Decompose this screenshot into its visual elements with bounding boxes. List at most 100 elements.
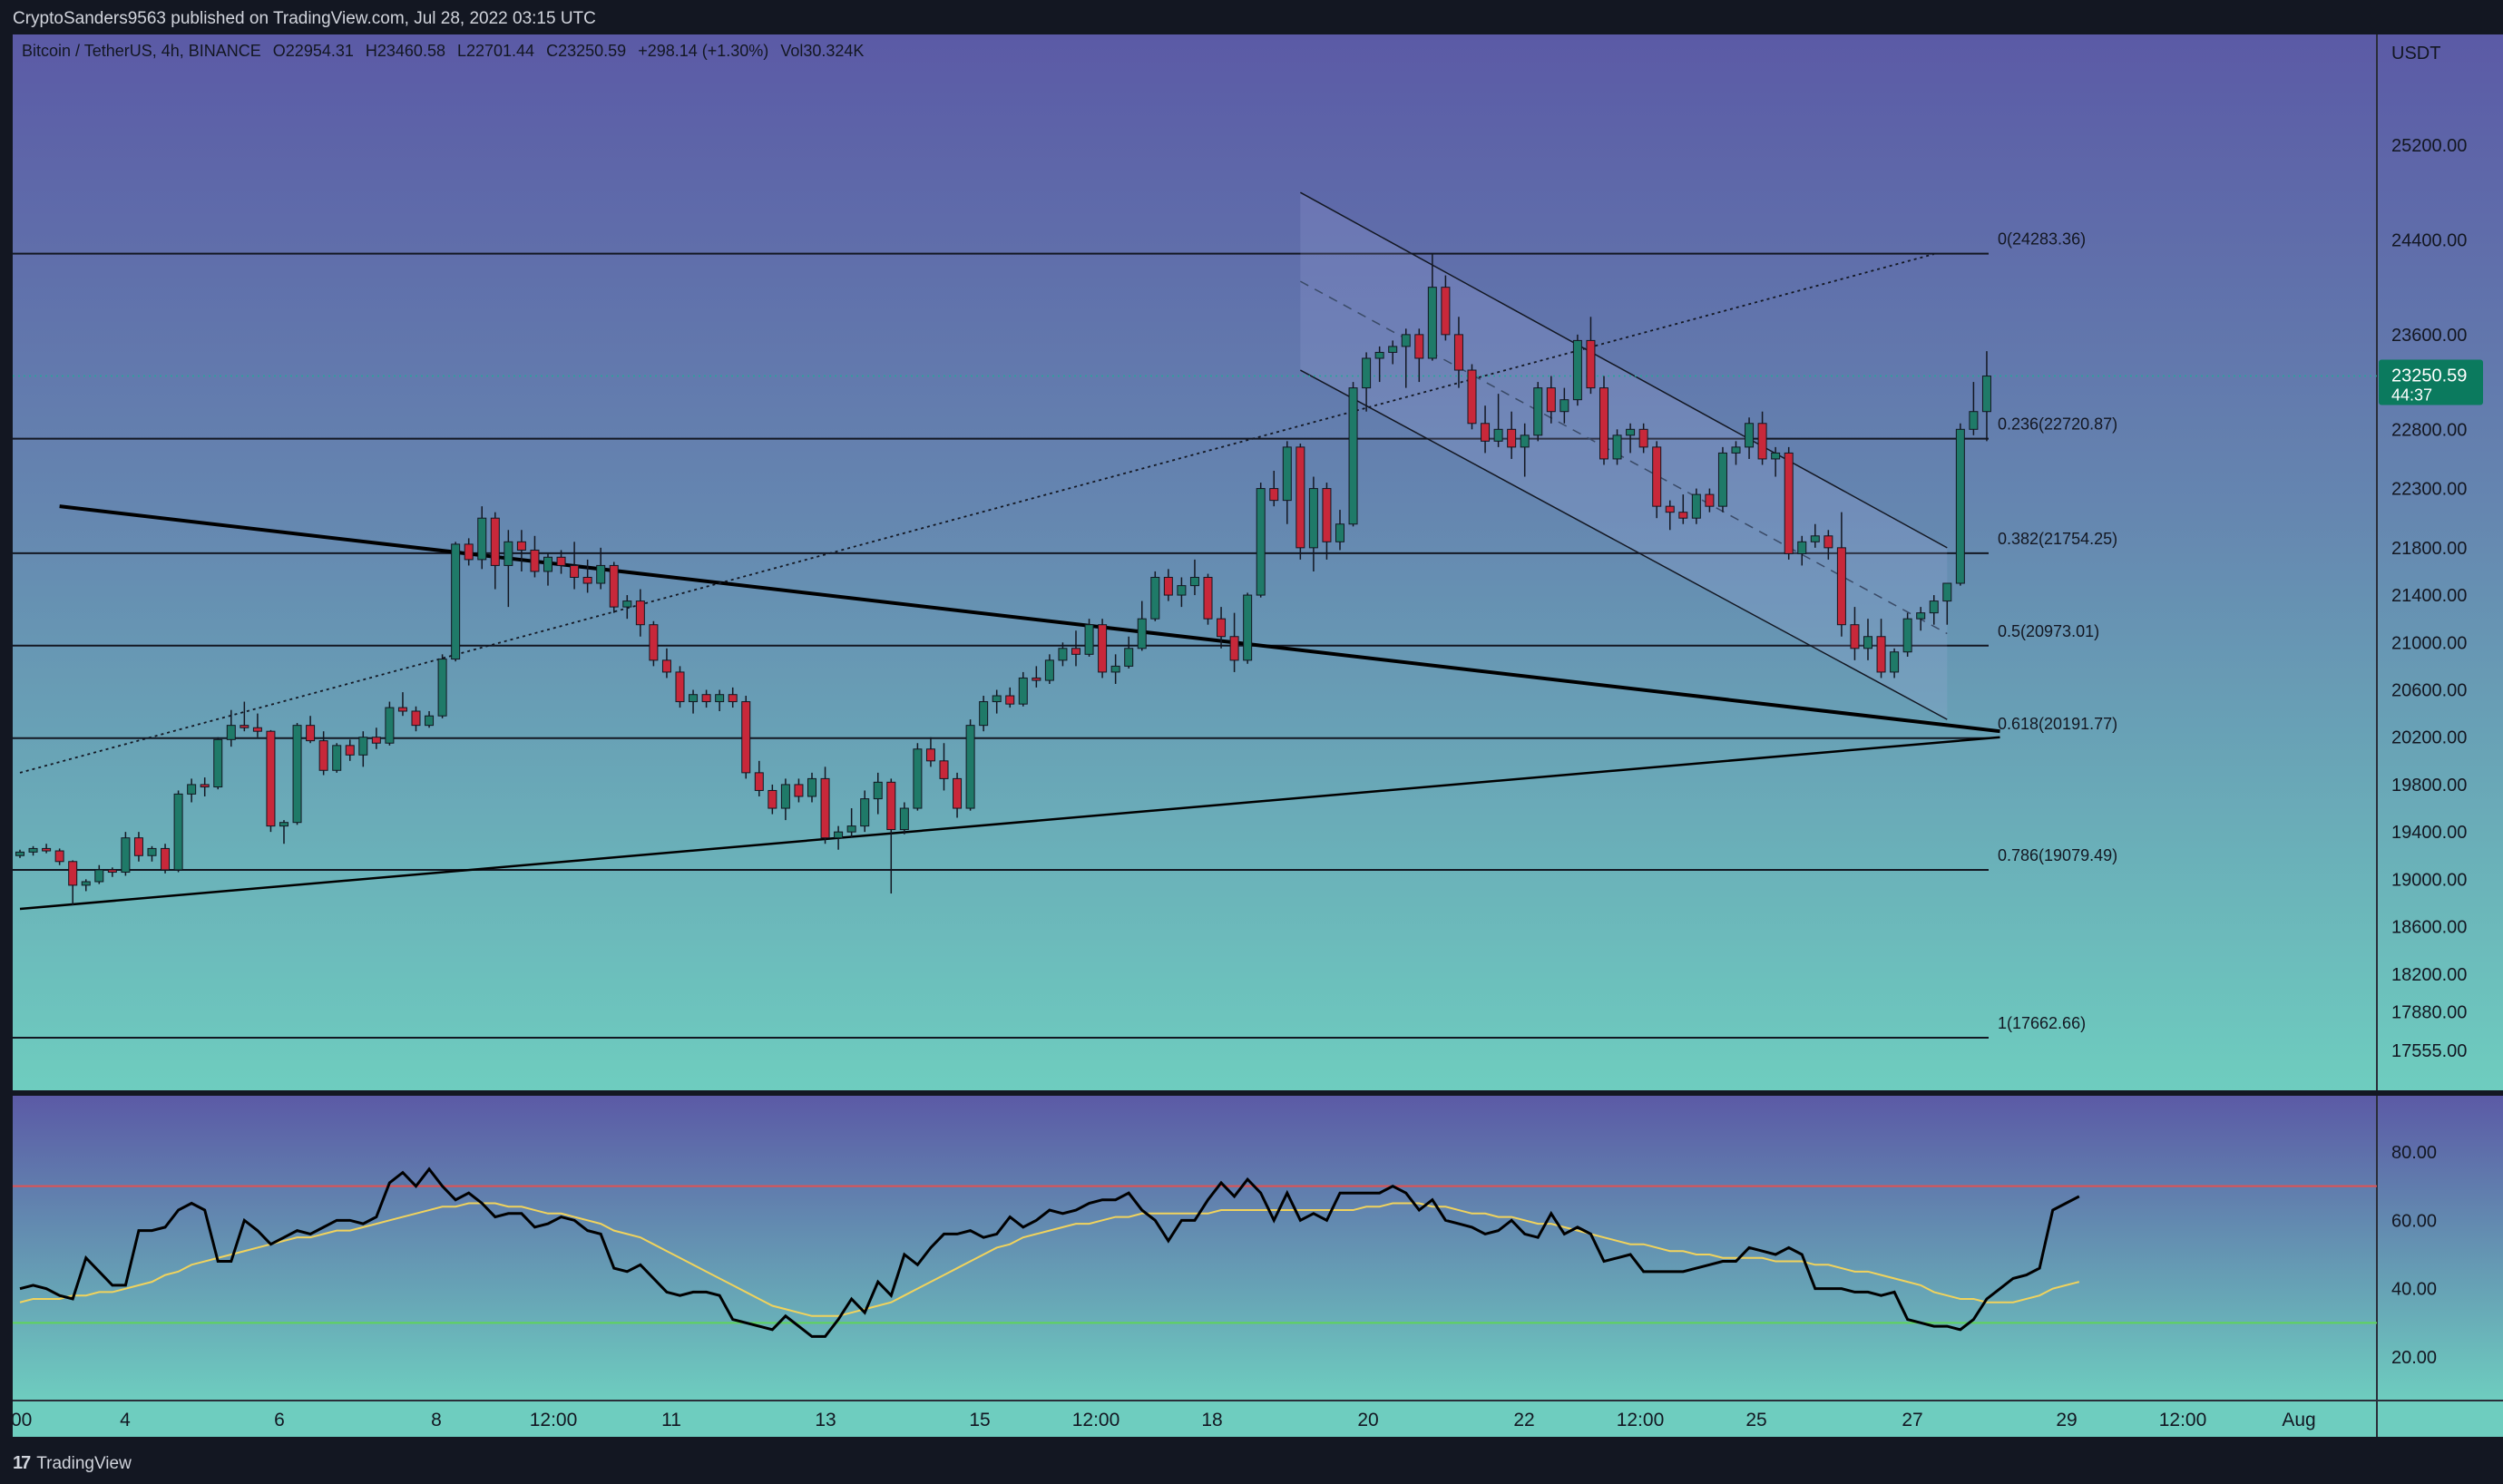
candle-down[interactable]	[1005, 687, 1015, 708]
candle-down[interactable]	[1823, 530, 1833, 560]
candle-down[interactable]	[266, 729, 276, 833]
candle-down[interactable]	[661, 648, 671, 679]
candle-up[interactable]	[622, 595, 632, 620]
candle-up[interactable]	[1916, 607, 1926, 631]
candle-up[interactable]	[1717, 446, 1727, 513]
candle-down[interactable]	[1217, 607, 1227, 649]
candle-down[interactable]	[1322, 483, 1332, 560]
candle-up[interactable]	[1189, 559, 1199, 596]
candle-up[interactable]	[689, 689, 699, 714]
candle-down[interactable]	[939, 743, 949, 791]
candle-up[interactable]	[780, 778, 790, 821]
fibonacci-retracement[interactable]: 0(24283.36) 0.236(22720.87) 0.382(21754.25…	[13, 230, 2117, 1039]
candle-up[interactable]	[992, 689, 1002, 714]
candle-up[interactable]	[1256, 483, 1266, 598]
candle-up[interactable]	[873, 772, 883, 815]
channel-top-line[interactable]	[1299, 191, 1948, 549]
candle-down[interactable]	[530, 535, 540, 578]
candle-down[interactable]	[490, 512, 500, 590]
candle-down[interactable]	[68, 860, 78, 906]
candle-up[interactable]	[1612, 429, 1622, 465]
candle-down[interactable]	[1757, 411, 1767, 465]
candle-up[interactable]	[913, 743, 923, 811]
candle-up[interactable]	[279, 820, 288, 845]
candle-up[interactable]	[15, 849, 24, 858]
candle-down[interactable]	[161, 844, 171, 874]
candle-down[interactable]	[675, 666, 685, 708]
candle-down[interactable]	[1836, 512, 1846, 637]
ascending-support-line[interactable]	[19, 736, 2000, 911]
candle-up[interactable]	[979, 696, 989, 732]
dotted-trendline[interactable]	[19, 253, 1934, 774]
candle-down[interactable]	[345, 739, 355, 761]
candle-down[interactable]	[570, 542, 580, 590]
candle-up[interactable]	[1929, 595, 1939, 625]
candle-up[interactable]	[1335, 510, 1344, 551]
candle-down[interactable]	[1203, 573, 1213, 625]
candle-down[interactable]	[741, 696, 751, 779]
candle-up[interactable]	[1902, 612, 1912, 657]
candle-up[interactable]	[1427, 254, 1437, 361]
candle-up[interactable]	[899, 802, 909, 835]
candle-down[interactable]	[556, 550, 566, 574]
candle-down[interactable]	[925, 737, 935, 767]
candle-down[interactable]	[820, 766, 830, 845]
candle-up[interactable]	[1745, 417, 1755, 459]
candle-up[interactable]	[1401, 328, 1411, 388]
candle-down[interactable]	[1071, 630, 1080, 667]
candle-down[interactable]	[1546, 376, 1556, 424]
candle-up[interactable]	[1691, 488, 1701, 524]
candle-down[interactable]	[1876, 619, 1886, 679]
candle-up[interactable]	[1388, 340, 1398, 365]
candle-down[interactable]	[306, 716, 316, 744]
candle-down[interactable]	[1269, 470, 1279, 507]
candle-up[interactable]	[1308, 476, 1318, 571]
candle-down[interactable]	[107, 867, 117, 877]
candle-up[interactable]	[1626, 423, 1636, 454]
candle-up[interactable]	[834, 825, 844, 850]
candle-up[interactable]	[1177, 577, 1187, 608]
candle-up[interactable]	[1797, 535, 1807, 566]
candle-down[interactable]	[1705, 488, 1715, 513]
rsi-indicator[interactable]: 80.00 60.00 40.00 20.00	[13, 1143, 2437, 1368]
candle-up[interactable]	[425, 710, 435, 728]
candle-up[interactable]	[1243, 592, 1253, 664]
candle-down[interactable]	[240, 701, 249, 732]
rsi-moving-average[interactable]	[19, 1202, 2080, 1317]
candle-down[interactable]	[794, 778, 804, 803]
candle-up[interactable]	[1981, 351, 1991, 442]
candle-down[interactable]	[649, 620, 659, 667]
candle-down[interactable]	[886, 778, 896, 894]
candle-up[interactable]	[860, 790, 870, 833]
candle-down[interactable]	[54, 848, 64, 865]
candle-down[interactable]	[1098, 619, 1108, 679]
candle-up[interactable]	[1731, 441, 1741, 465]
candle-down[interactable]	[397, 692, 407, 717]
candle-up[interactable]	[1018, 671, 1028, 707]
candle-up[interactable]	[543, 553, 552, 586]
candle-down[interactable]	[1481, 405, 1491, 454]
candlestick-series[interactable]	[15, 254, 1991, 906]
candle-up[interactable]	[1282, 441, 1292, 524]
candle-up[interactable]	[81, 879, 91, 892]
candle-up[interactable]	[965, 719, 975, 811]
candle-down[interactable]	[252, 713, 262, 737]
time-axis[interactable]: 00 4 6 8 12:00 11 13 15 12:00 18 20 22 12:00 25 27 29 12…	[11, 1410, 2316, 1430]
candle-down[interactable]	[1850, 607, 1860, 660]
candle-up[interactable]	[292, 723, 302, 825]
candle-down[interactable]	[371, 727, 381, 749]
candle-up[interactable]	[437, 654, 447, 718]
candle-down[interactable]	[1784, 446, 1794, 560]
candle-down[interactable]	[1665, 500, 1675, 531]
candle-down[interactable]	[754, 760, 764, 796]
candle-down[interactable]	[516, 530, 526, 571]
candle-up[interactable]	[807, 772, 816, 803]
candle-up[interactable]	[1533, 382, 1543, 442]
candle-down[interactable]	[1638, 423, 1648, 454]
candle-down[interactable]	[318, 731, 328, 776]
candle-up[interactable]	[715, 689, 725, 711]
candle-up[interactable]	[1348, 382, 1358, 527]
candle-down[interactable]	[1599, 376, 1608, 465]
candle-down[interactable]	[1453, 317, 1463, 388]
candle-down[interactable]	[1678, 494, 1688, 524]
